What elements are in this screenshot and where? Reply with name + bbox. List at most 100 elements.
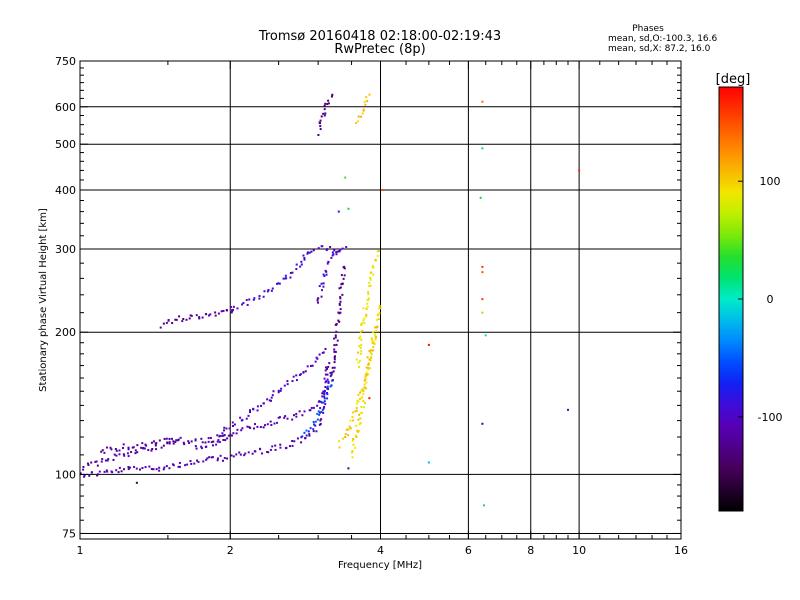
echo-point bbox=[323, 114, 326, 117]
echo-point bbox=[317, 297, 320, 300]
echo-point bbox=[335, 343, 338, 346]
echo-point bbox=[356, 399, 359, 402]
echo-point bbox=[103, 451, 106, 454]
echo-point bbox=[483, 504, 486, 507]
echo-point bbox=[154, 444, 157, 447]
echo-point bbox=[236, 307, 239, 310]
y-tick-label: 200 bbox=[55, 326, 76, 339]
echo-point bbox=[258, 294, 261, 297]
echo-point bbox=[321, 351, 324, 354]
echo-point bbox=[170, 437, 173, 440]
echo-point bbox=[323, 390, 326, 393]
echo-point bbox=[351, 439, 354, 442]
y-tick-label: 500 bbox=[55, 138, 76, 151]
echo-point bbox=[322, 407, 325, 410]
echo-point bbox=[314, 420, 317, 423]
echo-point bbox=[227, 434, 230, 437]
echo-point bbox=[222, 459, 225, 462]
echo-point bbox=[162, 444, 165, 447]
echo-point bbox=[194, 445, 197, 448]
echo-point bbox=[205, 445, 208, 448]
echo-point bbox=[481, 100, 484, 103]
echo-point bbox=[172, 440, 175, 443]
echo-point bbox=[266, 423, 269, 426]
colorbar-tick-label: 0 bbox=[767, 293, 774, 306]
echo-point bbox=[360, 115, 363, 118]
echo-point bbox=[338, 249, 341, 252]
echo-point bbox=[96, 474, 99, 477]
echo-point bbox=[327, 365, 330, 368]
echo-point bbox=[318, 285, 321, 288]
echo-point bbox=[365, 381, 368, 384]
echo-point bbox=[369, 349, 372, 352]
echo-point bbox=[373, 341, 376, 344]
echo-point bbox=[345, 246, 348, 249]
echo-point bbox=[286, 383, 289, 386]
echo-point bbox=[317, 133, 320, 136]
x-tick-label: 10 bbox=[572, 544, 586, 557]
echo-point bbox=[377, 250, 380, 253]
echo-point bbox=[248, 426, 251, 429]
echo-point bbox=[321, 401, 324, 404]
echo-point bbox=[300, 260, 303, 263]
echo-point bbox=[224, 439, 227, 442]
echo-point bbox=[324, 112, 327, 115]
echo-point bbox=[301, 414, 304, 417]
echo-point bbox=[270, 399, 273, 402]
plot-data bbox=[79, 93, 581, 507]
echo-point bbox=[230, 311, 233, 314]
echo-point bbox=[331, 366, 334, 369]
echo-point bbox=[283, 384, 286, 387]
echo-point bbox=[369, 351, 372, 354]
echo-point bbox=[218, 441, 221, 444]
echo-point bbox=[377, 318, 380, 321]
echo-point bbox=[355, 424, 358, 427]
echo-point bbox=[365, 375, 368, 378]
echo-point bbox=[365, 373, 368, 376]
echo-point bbox=[291, 380, 294, 383]
echo-point bbox=[115, 449, 118, 452]
echo-point bbox=[319, 407, 322, 410]
echo-point bbox=[366, 305, 369, 308]
echo-point bbox=[315, 430, 318, 433]
echo-point bbox=[90, 461, 93, 464]
echo-point bbox=[295, 379, 298, 382]
echo-point bbox=[365, 313, 368, 316]
echo-point bbox=[322, 282, 325, 285]
echo-point bbox=[198, 317, 201, 320]
echo-point bbox=[201, 441, 204, 444]
echo-point bbox=[172, 442, 175, 445]
echo-point bbox=[130, 451, 133, 454]
echo-point bbox=[321, 408, 324, 411]
echo-point bbox=[378, 307, 381, 310]
echo-point bbox=[323, 393, 326, 396]
echo-point bbox=[148, 465, 151, 468]
echo-point bbox=[261, 452, 264, 455]
echo-point bbox=[304, 370, 307, 373]
echo-point bbox=[324, 269, 327, 272]
echo-point bbox=[178, 461, 181, 464]
echo-point bbox=[109, 446, 112, 449]
echo-point bbox=[276, 421, 279, 424]
echo-point bbox=[182, 441, 185, 444]
echo-point bbox=[98, 470, 101, 473]
echo-point bbox=[361, 388, 364, 391]
echo-point bbox=[185, 318, 188, 321]
echo-point bbox=[331, 371, 334, 374]
echo-point bbox=[165, 321, 168, 324]
echo-point bbox=[324, 373, 327, 376]
echo-point bbox=[329, 246, 332, 249]
echo-point bbox=[190, 314, 193, 317]
echo-point bbox=[342, 266, 345, 269]
echo-point bbox=[481, 265, 484, 268]
echo-point bbox=[370, 271, 373, 274]
echo-point bbox=[341, 437, 344, 440]
echo-point bbox=[331, 379, 334, 382]
echo-point bbox=[118, 453, 121, 456]
echo-point bbox=[312, 428, 315, 431]
echo-point bbox=[295, 412, 298, 415]
echo-point bbox=[372, 273, 375, 276]
echo-point bbox=[194, 439, 197, 442]
echo-point bbox=[259, 448, 262, 451]
